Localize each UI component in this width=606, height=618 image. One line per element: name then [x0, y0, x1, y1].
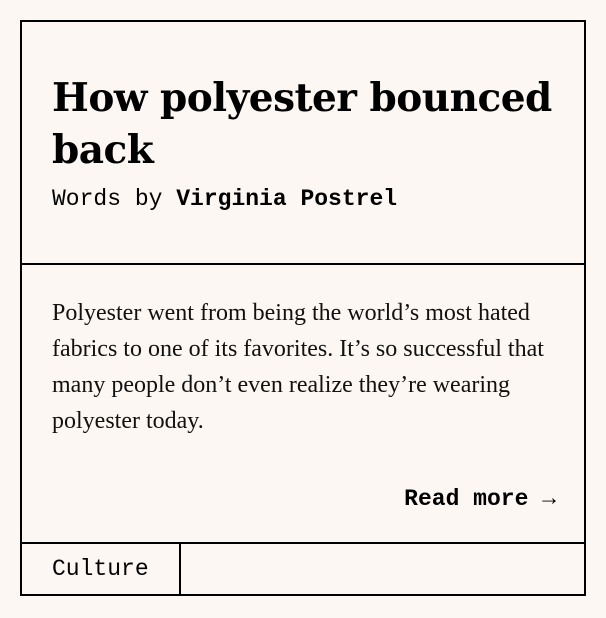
- card-body: Polyester went from being the world’s mo…: [22, 265, 584, 544]
- article-card: How polyester bounced back Words by Virg…: [20, 20, 586, 596]
- footer-spacer: [181, 544, 584, 594]
- category-tag[interactable]: Culture: [22, 544, 181, 594]
- article-excerpt: Polyester went from being the world’s mo…: [52, 300, 544, 434]
- card-header: How polyester bounced back Words by Virg…: [22, 22, 584, 265]
- card-footer: Culture: [22, 544, 584, 594]
- article-title: How polyester bounced back: [52, 75, 552, 173]
- byline-prefix: Words by: [52, 186, 163, 212]
- read-more-link[interactable]: Read more →: [404, 486, 556, 512]
- author-name: Virginia Postrel: [176, 186, 398, 212]
- byline: Words by Virginia Postrel: [52, 186, 554, 212]
